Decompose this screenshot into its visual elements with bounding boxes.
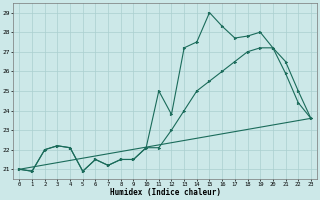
X-axis label: Humidex (Indice chaleur): Humidex (Indice chaleur): [110, 188, 220, 197]
